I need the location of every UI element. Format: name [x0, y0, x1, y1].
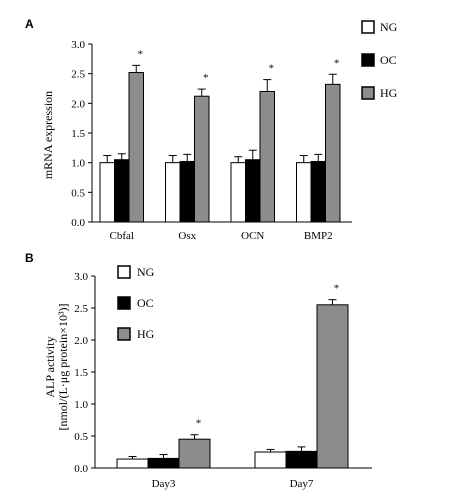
panel-b-bar-hg: [316, 304, 349, 469]
panel-a-bar-ng: [296, 162, 312, 223]
panel-a-bar-hg: [325, 83, 341, 223]
panel-b: B ALP activity [nmol/(L·μg protein×10³)]…: [25, 251, 372, 490]
panel-a-y-tick-label: 1.5: [71, 128, 85, 140]
panel-a-y-tick-label: 2.5: [71, 69, 85, 81]
panel-a-significance-mark: *: [138, 48, 144, 60]
panel-a-bar-hg: [194, 95, 210, 223]
panel-a-y-tick-label: 2.0: [71, 98, 85, 110]
panel-b-ylabel-line1: ALP activity: [43, 336, 57, 397]
panel-a-x-tick-label: OCN: [241, 230, 264, 242]
panel-a-legend-label-oc: OC: [380, 53, 397, 67]
panel-a-legend-swatch-hg: [361, 86, 375, 100]
panel-a-bar-oc: [114, 159, 130, 223]
panel-a-bar-oc: [245, 159, 261, 223]
panel-a-legend: NG OC HG: [361, 20, 398, 100]
panel-a-legend-label-ng: NG: [380, 20, 398, 34]
panel-b-legend-swatch-hg: [117, 327, 131, 341]
panel-a-bar-oc: [179, 160, 195, 223]
panel-b-bar-oc: [147, 457, 180, 469]
panel-a: A mRNA expression NG OC HG 0.0 0.5 1.0 1.5 2.0…: [25, 17, 398, 242]
panel-a-x-tick-label: Cbfal: [110, 230, 134, 242]
panel-b-y-tick-label: 1.5: [74, 367, 88, 379]
panel-b-letter: B: [25, 251, 34, 265]
panel-a-y-tick-label: 1.0: [71, 158, 85, 170]
panel-a-x-tick-label: Osx: [178, 230, 196, 242]
panel-b-y-tick-label: 0.0: [74, 463, 88, 475]
panel-b-legend-swatch-oc: [117, 296, 131, 310]
panel-a-bar-hg: [128, 71, 144, 223]
panel-a-y-tick-label: 3.0: [71, 39, 85, 51]
panel-a-ylabel: mRNA expression: [41, 91, 55, 179]
panel-a-y-tick-label: 0.5: [71, 187, 85, 199]
panel-b-y-tick-label: 1.0: [74, 399, 88, 411]
panel-a-significance-mark: *: [269, 63, 275, 75]
panel-a-bar-ng: [99, 162, 115, 223]
panel-b-legend-swatch-ng: [117, 265, 131, 279]
panel-b-y-tick-label: 2.0: [74, 335, 88, 347]
panel-a-legend-label-hg: HG: [380, 86, 398, 100]
panel-a-x-tick-label: BMP2: [304, 230, 333, 242]
panel-a-bar-hg: [259, 90, 275, 223]
panel-a-letter: A: [25, 17, 34, 31]
panel-b-significance-mark: *: [196, 418, 202, 430]
panel-a-bar-ng: [165, 162, 181, 223]
panel-a-legend-swatch-oc: [361, 53, 375, 67]
panel-a-significance-mark: *: [203, 72, 209, 84]
panel-b-y-tick-label: 0.5: [74, 431, 88, 443]
panel-b-significance-mark: *: [334, 283, 340, 295]
panel-b-x-tick-label: Day3: [152, 478, 176, 490]
panel-a-legend-swatch-ng: [361, 20, 375, 34]
panel-b-bar-hg: [178, 438, 211, 469]
panel-a-bar-ng: [230, 162, 246, 223]
panel-a-significance-mark: *: [334, 57, 340, 69]
panel-a-y-tick-label: 0.0: [71, 217, 85, 229]
panel-b-bar-oc: [285, 450, 318, 469]
panel-b-y-tick-label: 3.0: [74, 271, 88, 283]
panel-b-legend-label-ng: NG: [137, 265, 155, 279]
panel-b-x-tick-label: Day7: [290, 478, 314, 490]
panel-b-legend-label-oc: OC: [137, 296, 154, 310]
panel-a-bar-oc: [310, 160, 326, 223]
panel-b-y-tick-label: 2.5: [74, 303, 88, 315]
panel-b-bar-ng: [116, 458, 149, 469]
panel-b-bar-ng: [254, 451, 287, 469]
panel-b-legend: NG OC HG: [117, 265, 155, 341]
panel-b-ylabel-line2: [nmol/(L·μg protein×10³)]: [56, 303, 70, 430]
panel-b-legend-label-hg: HG: [137, 327, 155, 341]
